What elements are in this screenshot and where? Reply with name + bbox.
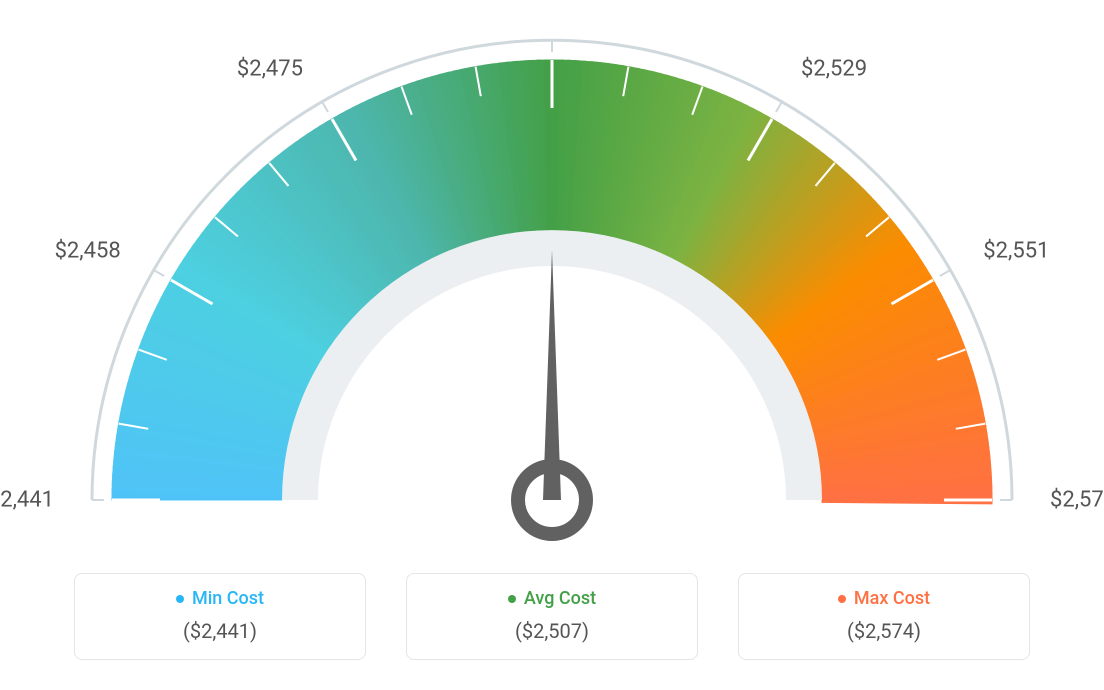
gauge-tick-label: $2,441 [0, 488, 54, 513]
gauge-area: $2,441 $2,458 $2,475 $2,507 $2,529 $2,551 $2,5… [0, 0, 1104, 560]
legend-avg-box: Avg Cost ($2,507) [406, 573, 698, 661]
legend-min-dot [176, 595, 184, 603]
legend-max-dot [838, 595, 846, 603]
legend-avg-value: ($2,507) [407, 619, 697, 643]
gauge-tick-label: $2,475 [237, 56, 303, 81]
legend-avg-dot [508, 595, 516, 603]
gauge-tick-label: $2,529 [801, 56, 867, 81]
legend-avg-title: Avg Cost [508, 588, 596, 609]
legend-avg-label: Avg Cost [524, 588, 596, 609]
legend-min-box: Min Cost ($2,441) [74, 573, 366, 661]
gauge-tick-label: $2,458 [55, 239, 121, 264]
legend-max-title: Max Cost [838, 588, 930, 609]
gauge-tick-label: $2,574 [1050, 488, 1104, 513]
legend-max-label: Max Cost [854, 588, 930, 609]
legend-max-value: ($2,574) [739, 619, 1029, 643]
gauge-tick-label: $2,551 [983, 239, 1049, 264]
legend-min-title: Min Cost [176, 588, 264, 609]
cost-gauge-chart: $2,441 $2,458 $2,475 $2,507 $2,529 $2,551 $2,5… [0, 0, 1104, 690]
legend-min-label: Min Cost [192, 588, 264, 609]
legend-max-box: Max Cost ($2,574) [738, 573, 1030, 661]
gauge-tick-label: $2,507 [519, 0, 585, 2]
gauge-svg [0, 0, 1104, 560]
legend-row: Min Cost ($2,441) Avg Cost ($2,507) Max … [0, 573, 1104, 661]
legend-min-value: ($2,441) [75, 619, 365, 643]
